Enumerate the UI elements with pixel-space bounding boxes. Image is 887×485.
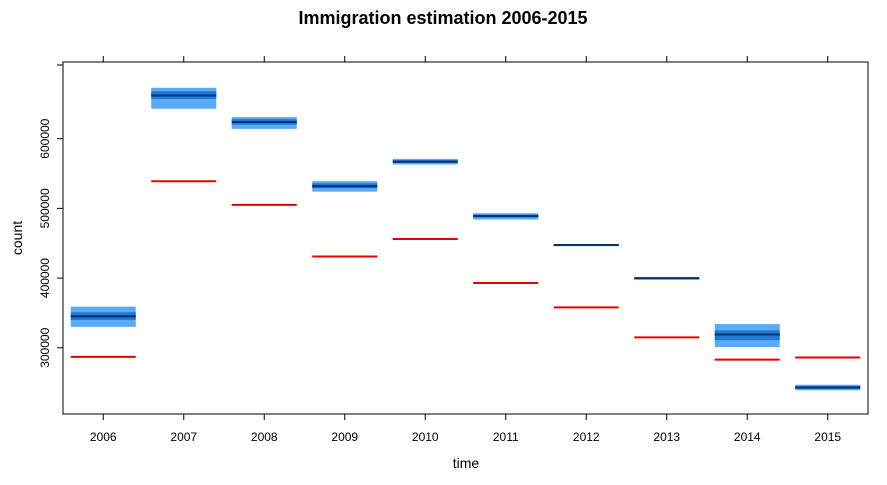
chart-marks: 2006 2007 2008 2009 2010 2011 2012 2013 2014 2015… [38, 56, 861, 444]
plot-frame [62, 61, 869, 415]
x-tick-label-2006: 2006 [90, 430, 117, 444]
x-tick-label-2014: 2014 [734, 430, 761, 444]
y-tick-label-400000: 400000 [38, 258, 52, 298]
x-tick-label-2008: 2008 [251, 430, 278, 444]
x-tick-label-2012: 2012 [573, 430, 600, 444]
x-tick-label-2010: 2010 [412, 430, 439, 444]
x-tick-label-2013: 2013 [653, 430, 680, 444]
chart-title: Immigration estimation 2006-2015 [298, 8, 587, 28]
x-axis-label: time [453, 455, 480, 471]
y-axis-label: count [9, 221, 25, 255]
x-tick-label-2007: 2007 [170, 430, 197, 444]
y-tick-label-600000: 600000 [38, 118, 52, 158]
x-tick-label-2009: 2009 [331, 430, 358, 444]
x-tick-label-2011: 2011 [493, 430, 519, 444]
y-tick-label-500000: 500000 [38, 188, 52, 228]
y-tick-label-300000: 300000 [38, 327, 52, 367]
x-tick-label-2015: 2015 [814, 430, 841, 444]
